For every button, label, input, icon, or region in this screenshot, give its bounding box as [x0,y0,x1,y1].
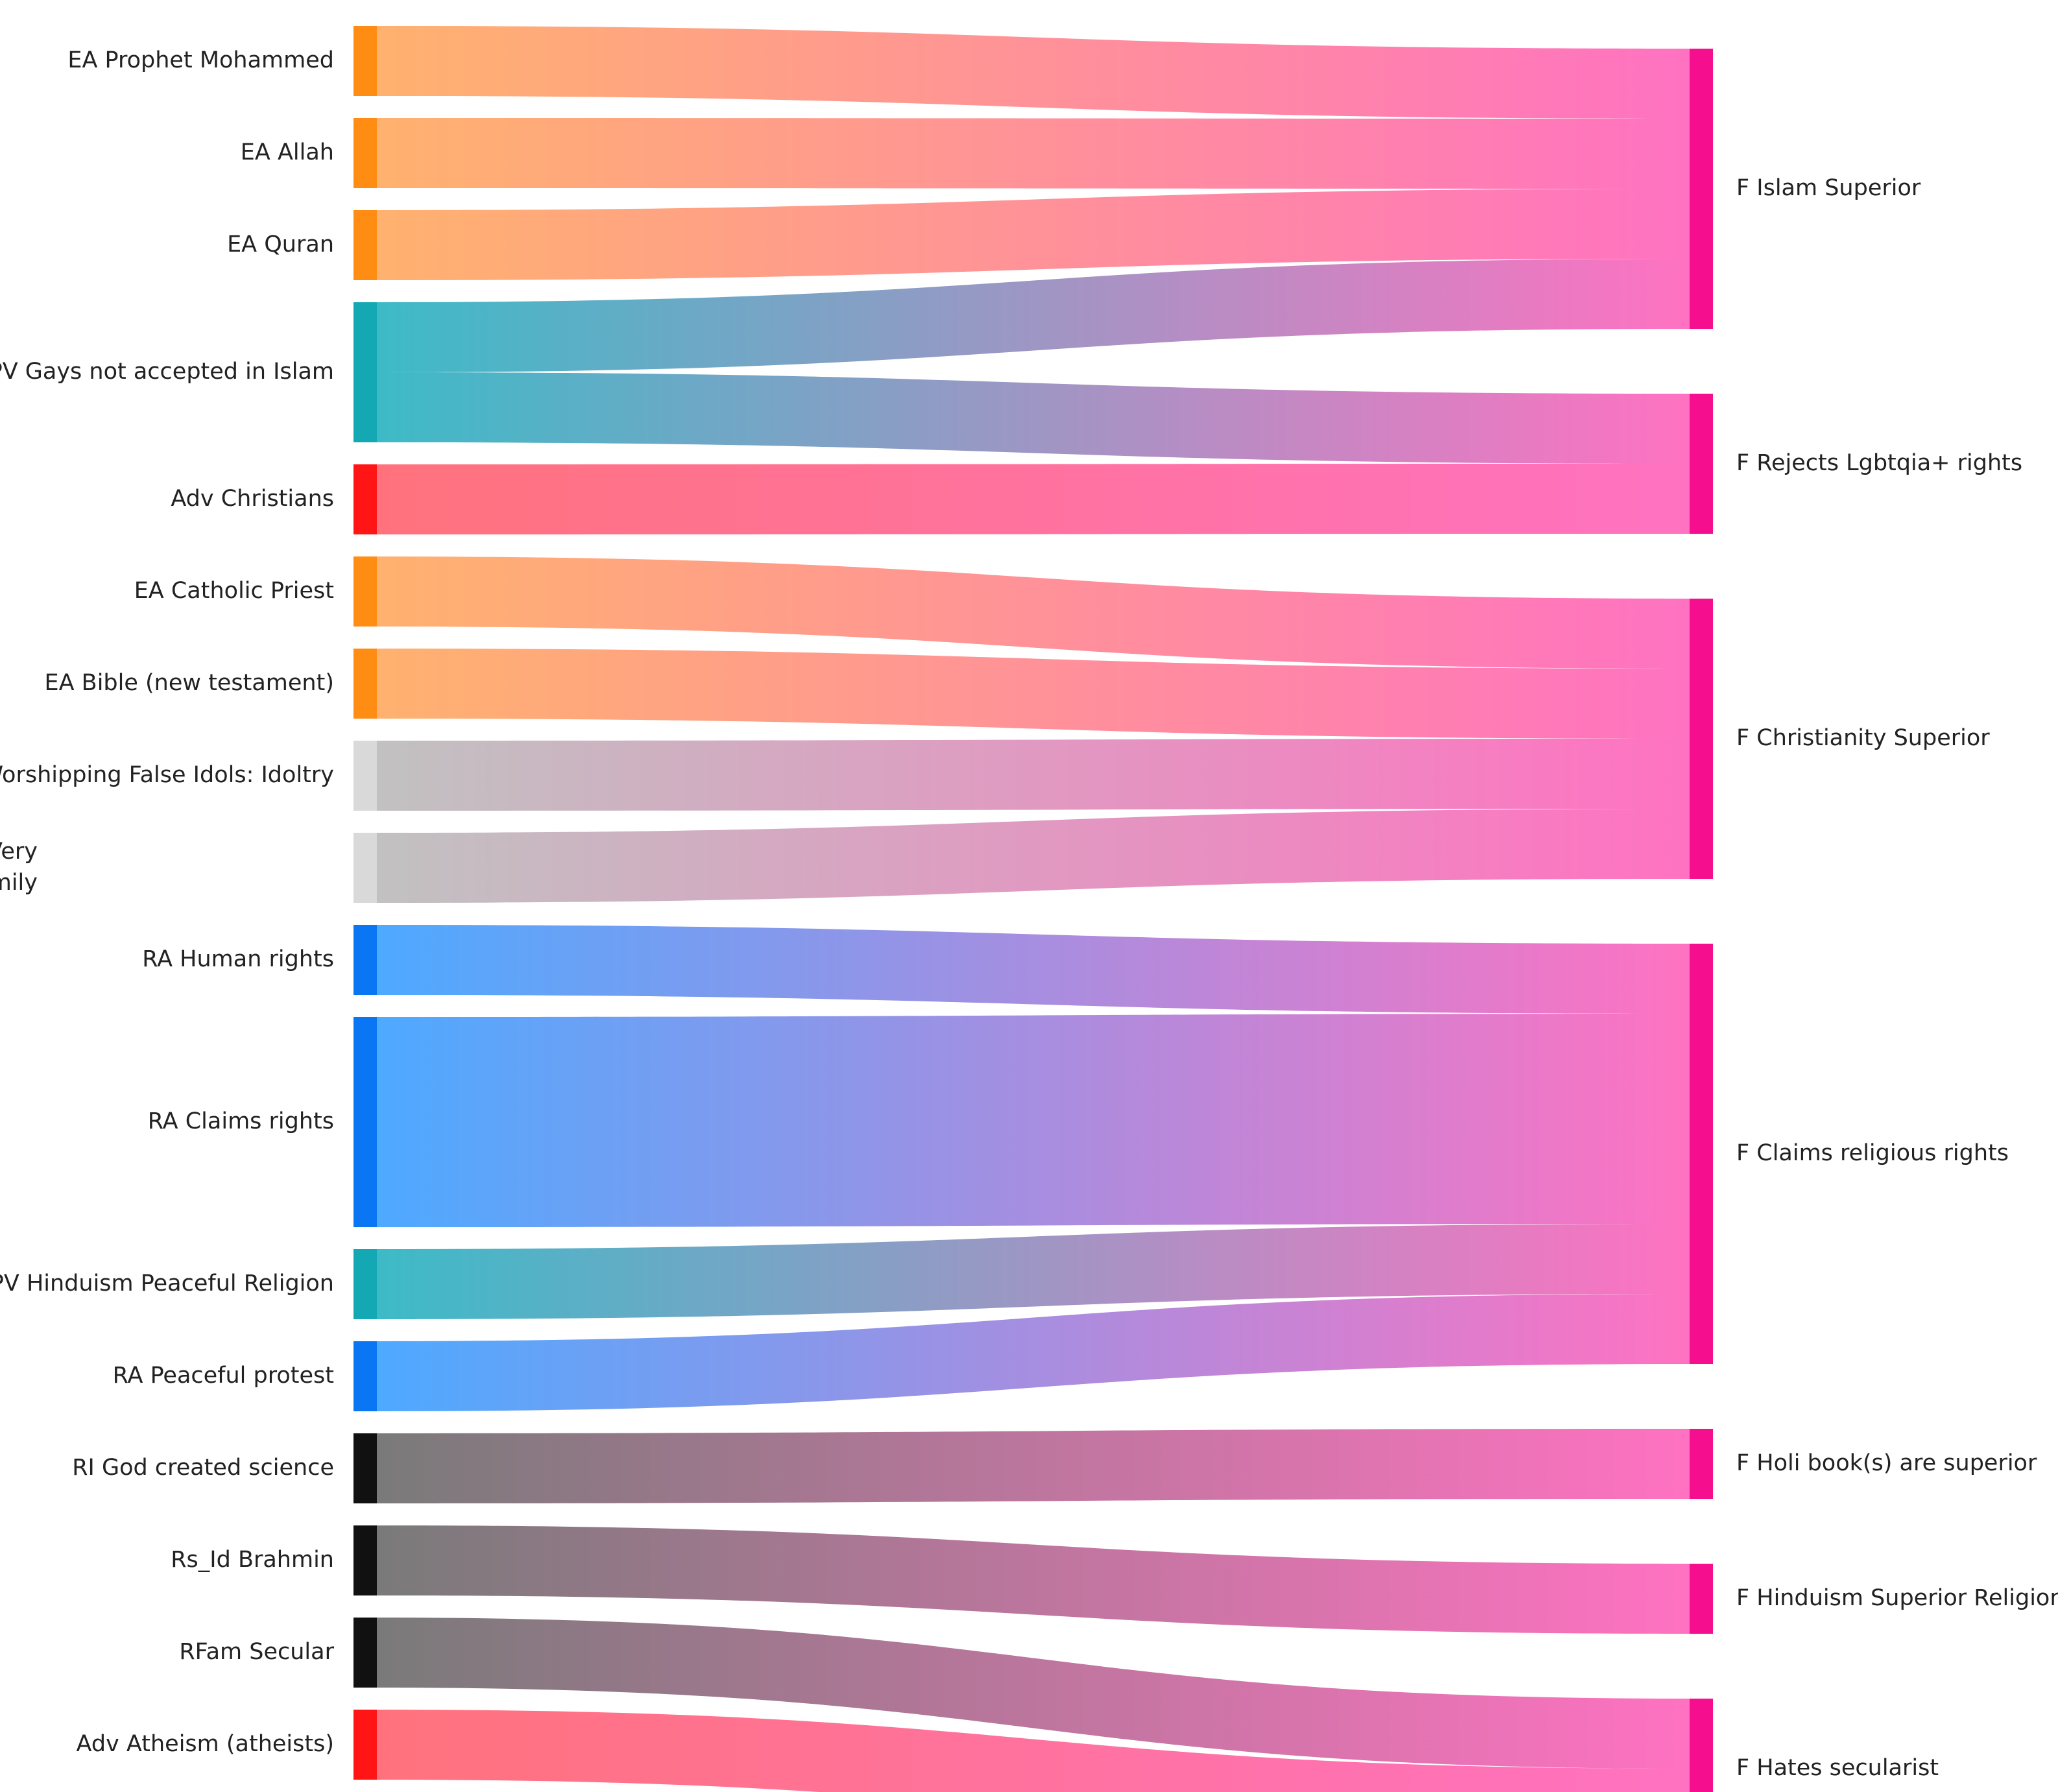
source-node-ea-quran[interactable] [353,210,377,280]
source-node-ea-bible-new-testament[interactable] [353,649,377,719]
source-node-rfam-secular[interactable] [353,1618,377,1688]
link-ra-peaceful-protest-to-f-claims-religious-rights [377,1294,1690,1411]
source-label-ra-claims-rights: RA Claims rights [148,1108,334,1134]
source-node-adv-atheism-atheists[interactable] [353,1710,377,1780]
source-label-ea-prophet-mohammed: EA Prophet Mohammed [67,47,334,73]
link-rfam-secular-to-f-hates-secularist [377,1618,1690,1769]
source-node-ri-family-very-religious-very-religious-family[interactable] [353,833,377,903]
link-pv-hinduism-peaceful-religion-to-f-claims-religious-rights [377,1224,1690,1319]
source-label-adv-christians: Adv Christians [171,486,334,512]
source-label-rfam-secular: RFam Secular [179,1639,334,1665]
source-label-ri-god-created-science: RI God created science [72,1455,334,1481]
target-node-f-claims-religious-rights[interactable] [1690,944,1713,1364]
target-label-f-christianity-superior: F Christianity Superior [1736,725,1990,751]
link-ea-prophet-mohammed-to-f-islam-superior [377,26,1690,119]
link-ri-family-very-religious-very-religious-family-to-f-christianity-superior [377,809,1690,903]
source-label-ri-family-very-religious-very-religious-family: RI Family very religious: VeryReligious … [0,839,38,896]
target-node-f-hates-secularist[interactable] [1690,1699,1713,1792]
source-label-ea-bible-new-testament: EA Bible (new testament) [45,670,335,696]
source-node-adv-worshipping-false-idols-idoltry[interactable] [353,741,377,811]
source-label-pv-hinduism-peaceful-religion: PV Hinduism Peaceful Religion [0,1271,334,1296]
source-label-ra-peaceful-protest: RA Peaceful protest [113,1363,334,1389]
source-label-rs-id-brahmin: Rs_Id Brahmin [171,1547,334,1573]
target-label-f-rejects-lgbtqia-rights: F Rejects Lgbtqia+ rights [1736,450,2022,476]
target-node-f-holi-book-s-are-superior[interactable] [1690,1429,1713,1499]
link-ra-human-rights-to-f-claims-religious-rights [377,925,1690,1014]
nodes-layer [353,26,1713,1792]
links-layer [377,26,1690,1792]
source-node-ra-peaceful-protest[interactable] [353,1341,377,1411]
labels-layer: EA Prophet Mohammed EA Allah EA Quran PV Ga… [0,47,2058,1781]
source-node-pv-gays-not-accepted-in-islam[interactable] [353,302,377,442]
link-adv-worshipping-false-idols-idoltry-to-f-christianity-superior [377,739,1690,811]
source-node-ea-catholic-priest[interactable] [353,556,377,627]
source-label-ea-catholic-priest: EA Catholic Priest [134,578,334,604]
target-label-f-islam-superior: F Islam Superior [1736,175,1921,201]
source-node-ri-god-created-science[interactable] [353,1433,377,1503]
link-adv-christians-to-f-rejects-lgbtqia-rights [377,464,1690,534]
source-node-adv-christians[interactable] [353,464,377,534]
link-ri-god-created-science-to-f-holi-book-s-are-superior [377,1429,1690,1503]
link-ea-catholic-priest-to-f-christianity-superior [377,556,1690,669]
target-label-f-claims-religious-rights: F Claims religious rights [1736,1140,2009,1166]
source-label-adv-worshipping-false-idols-idoltry: Adv Worshipping False Idols: Idoltry [0,762,334,788]
target-node-f-christianity-superior[interactable] [1690,599,1713,879]
link-ea-allah-to-f-islam-superior [377,118,1690,189]
source-label-ea-allah: EA Allah [241,139,334,165]
link-ea-quran-to-f-islam-superior [377,189,1690,280]
source-label-adv-atheism-atheists: Adv Atheism (atheists) [77,1731,334,1757]
source-label-ra-human-rights: RA Human rights [142,946,334,972]
target-node-f-hinduism-superior-religion[interactable] [1690,1564,1713,1634]
link-pv-gays-not-accepted-in-islam-to-f-rejects-lgbtqia-rights [377,372,1690,464]
source-node-pv-hinduism-peaceful-religion[interactable] [353,1249,377,1319]
source-node-ra-human-rights[interactable] [353,925,377,995]
target-label-f-holi-book-s-are-superior: F Holi book(s) are superior [1736,1450,2037,1476]
target-label-f-hinduism-superior-religion: F Hinduism Superior Religion [1736,1585,2058,1611]
source-node-ea-prophet-mohammed[interactable] [353,26,377,96]
link-ea-bible-new-testament-to-f-christianity-superior [377,649,1690,739]
source-node-rs-id-brahmin[interactable] [353,1525,377,1595]
target-node-f-rejects-lgbtqia-rights[interactable] [1690,394,1713,534]
target-label-f-hates-secularist: F Hates secularist [1736,1755,1939,1781]
source-label-pv-gays-not-accepted-in-islam: PV Gays not accepted in Islam [0,359,334,385]
link-ra-claims-rights-to-f-claims-religious-rights [377,1014,1690,1227]
source-node-ra-claims-rights[interactable] [353,1017,377,1227]
link-rs-id-brahmin-to-f-hinduism-superior-religion [377,1525,1690,1634]
target-node-f-islam-superior[interactable] [1690,49,1713,329]
source-label-ea-quran: EA Quran [227,232,334,257]
source-node-ea-allah[interactable] [353,118,377,188]
link-adv-atheism-atheists-to-f-hates-secularist [377,1710,1690,1792]
link-pv-gays-not-accepted-in-islam-to-f-islam-superior [377,259,1690,372]
